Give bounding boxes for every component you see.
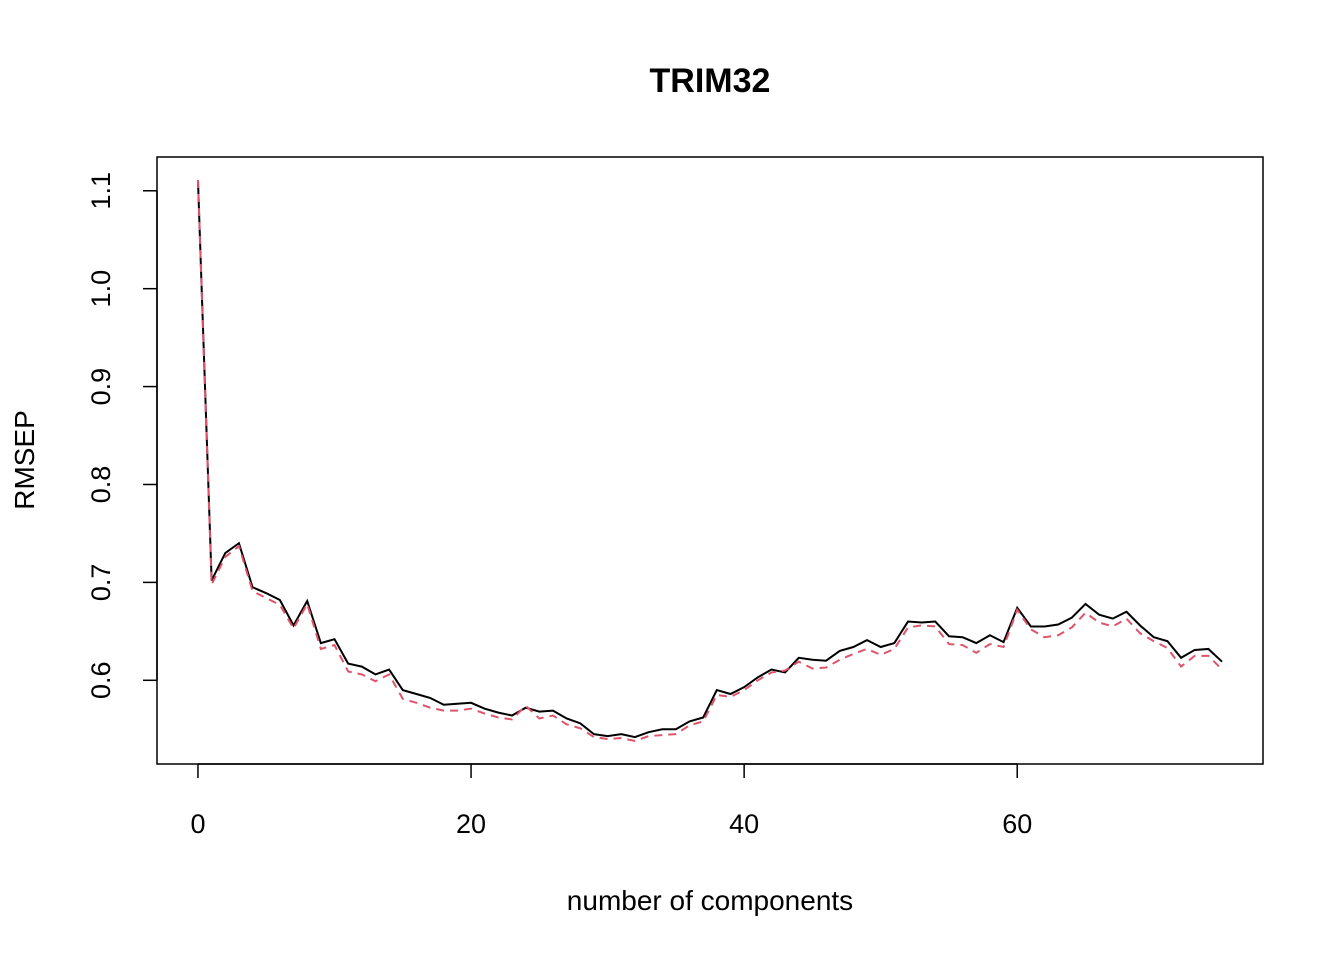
x-axis-label: number of components [567,885,853,916]
x-tick-label: 0 [190,809,205,839]
series-line [196,179,1223,739]
y-tick-label: 0.7 [86,564,116,602]
y-axis-label: RMSEP [9,410,40,510]
x-tick-label: 40 [729,809,759,839]
y-tick-label: 1.0 [86,270,116,308]
series-line [196,179,1223,743]
y-tick-label: 0.6 [86,662,116,700]
x-tick-label: 60 [1002,809,1032,839]
y-tick-label: 1.1 [86,172,116,210]
chart-title: TRIM32 [650,62,771,100]
y-tick-label: 0.8 [86,466,116,504]
x-tick-label: 20 [456,809,486,839]
y-tick-label: 0.9 [86,368,116,406]
plot-frame [156,156,1264,765]
